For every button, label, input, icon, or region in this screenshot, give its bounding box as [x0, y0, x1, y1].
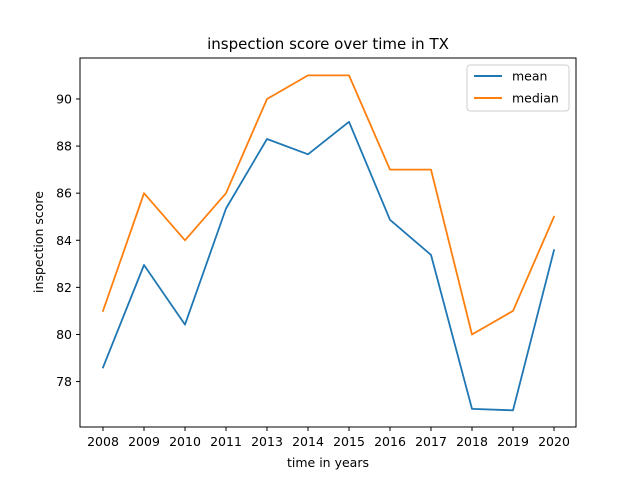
- y-axis-label: inspection score: [31, 191, 46, 293]
- x-tick-label: 2014: [292, 434, 324, 449]
- x-tick-label: 2009: [128, 434, 160, 449]
- series-line-median: [101, 74, 556, 336]
- x-tick-label: 2019: [497, 434, 529, 449]
- legend: mean median: [466, 64, 570, 112]
- y-tick-label: 90: [56, 91, 72, 106]
- x-tick-label: 2015: [333, 434, 365, 449]
- x-tick-label: 2013: [251, 434, 283, 449]
- x-tick-label: 2018: [456, 434, 488, 449]
- y-tick-label: 84: [56, 233, 72, 248]
- x-axis-label: time in years: [287, 455, 369, 470]
- plot-area-frame: [79, 57, 577, 428]
- series-line-mean: [101, 120, 556, 412]
- y-tick-label: 82: [56, 280, 72, 295]
- chart-title: inspection score over time in TX: [207, 35, 449, 53]
- y-axis: 78 80 82 84 86 88 90: [56, 91, 80, 389]
- y-tick-label: 78: [56, 374, 72, 389]
- x-tick-label: 2010: [169, 434, 201, 449]
- y-tick-label: 80: [56, 327, 72, 342]
- y-tick-label: 86: [56, 186, 72, 201]
- x-tick-label: 2020: [538, 434, 570, 449]
- legend-label-median: median: [512, 91, 559, 106]
- x-tick-label: 2011: [210, 434, 242, 449]
- x-axis: 2008 2009 2010 2011 2013 2014 2015 2016 2017 2018…: [87, 427, 570, 449]
- x-tick-label: 2017: [415, 434, 447, 449]
- y-tick-label: 88: [56, 139, 72, 154]
- x-tick-label: 2016: [374, 434, 406, 449]
- plot-area-background: [80, 58, 576, 427]
- x-tick-label: 2008: [87, 434, 119, 449]
- series-lines: [101, 74, 556, 412]
- legend-label-mean: mean: [512, 69, 547, 84]
